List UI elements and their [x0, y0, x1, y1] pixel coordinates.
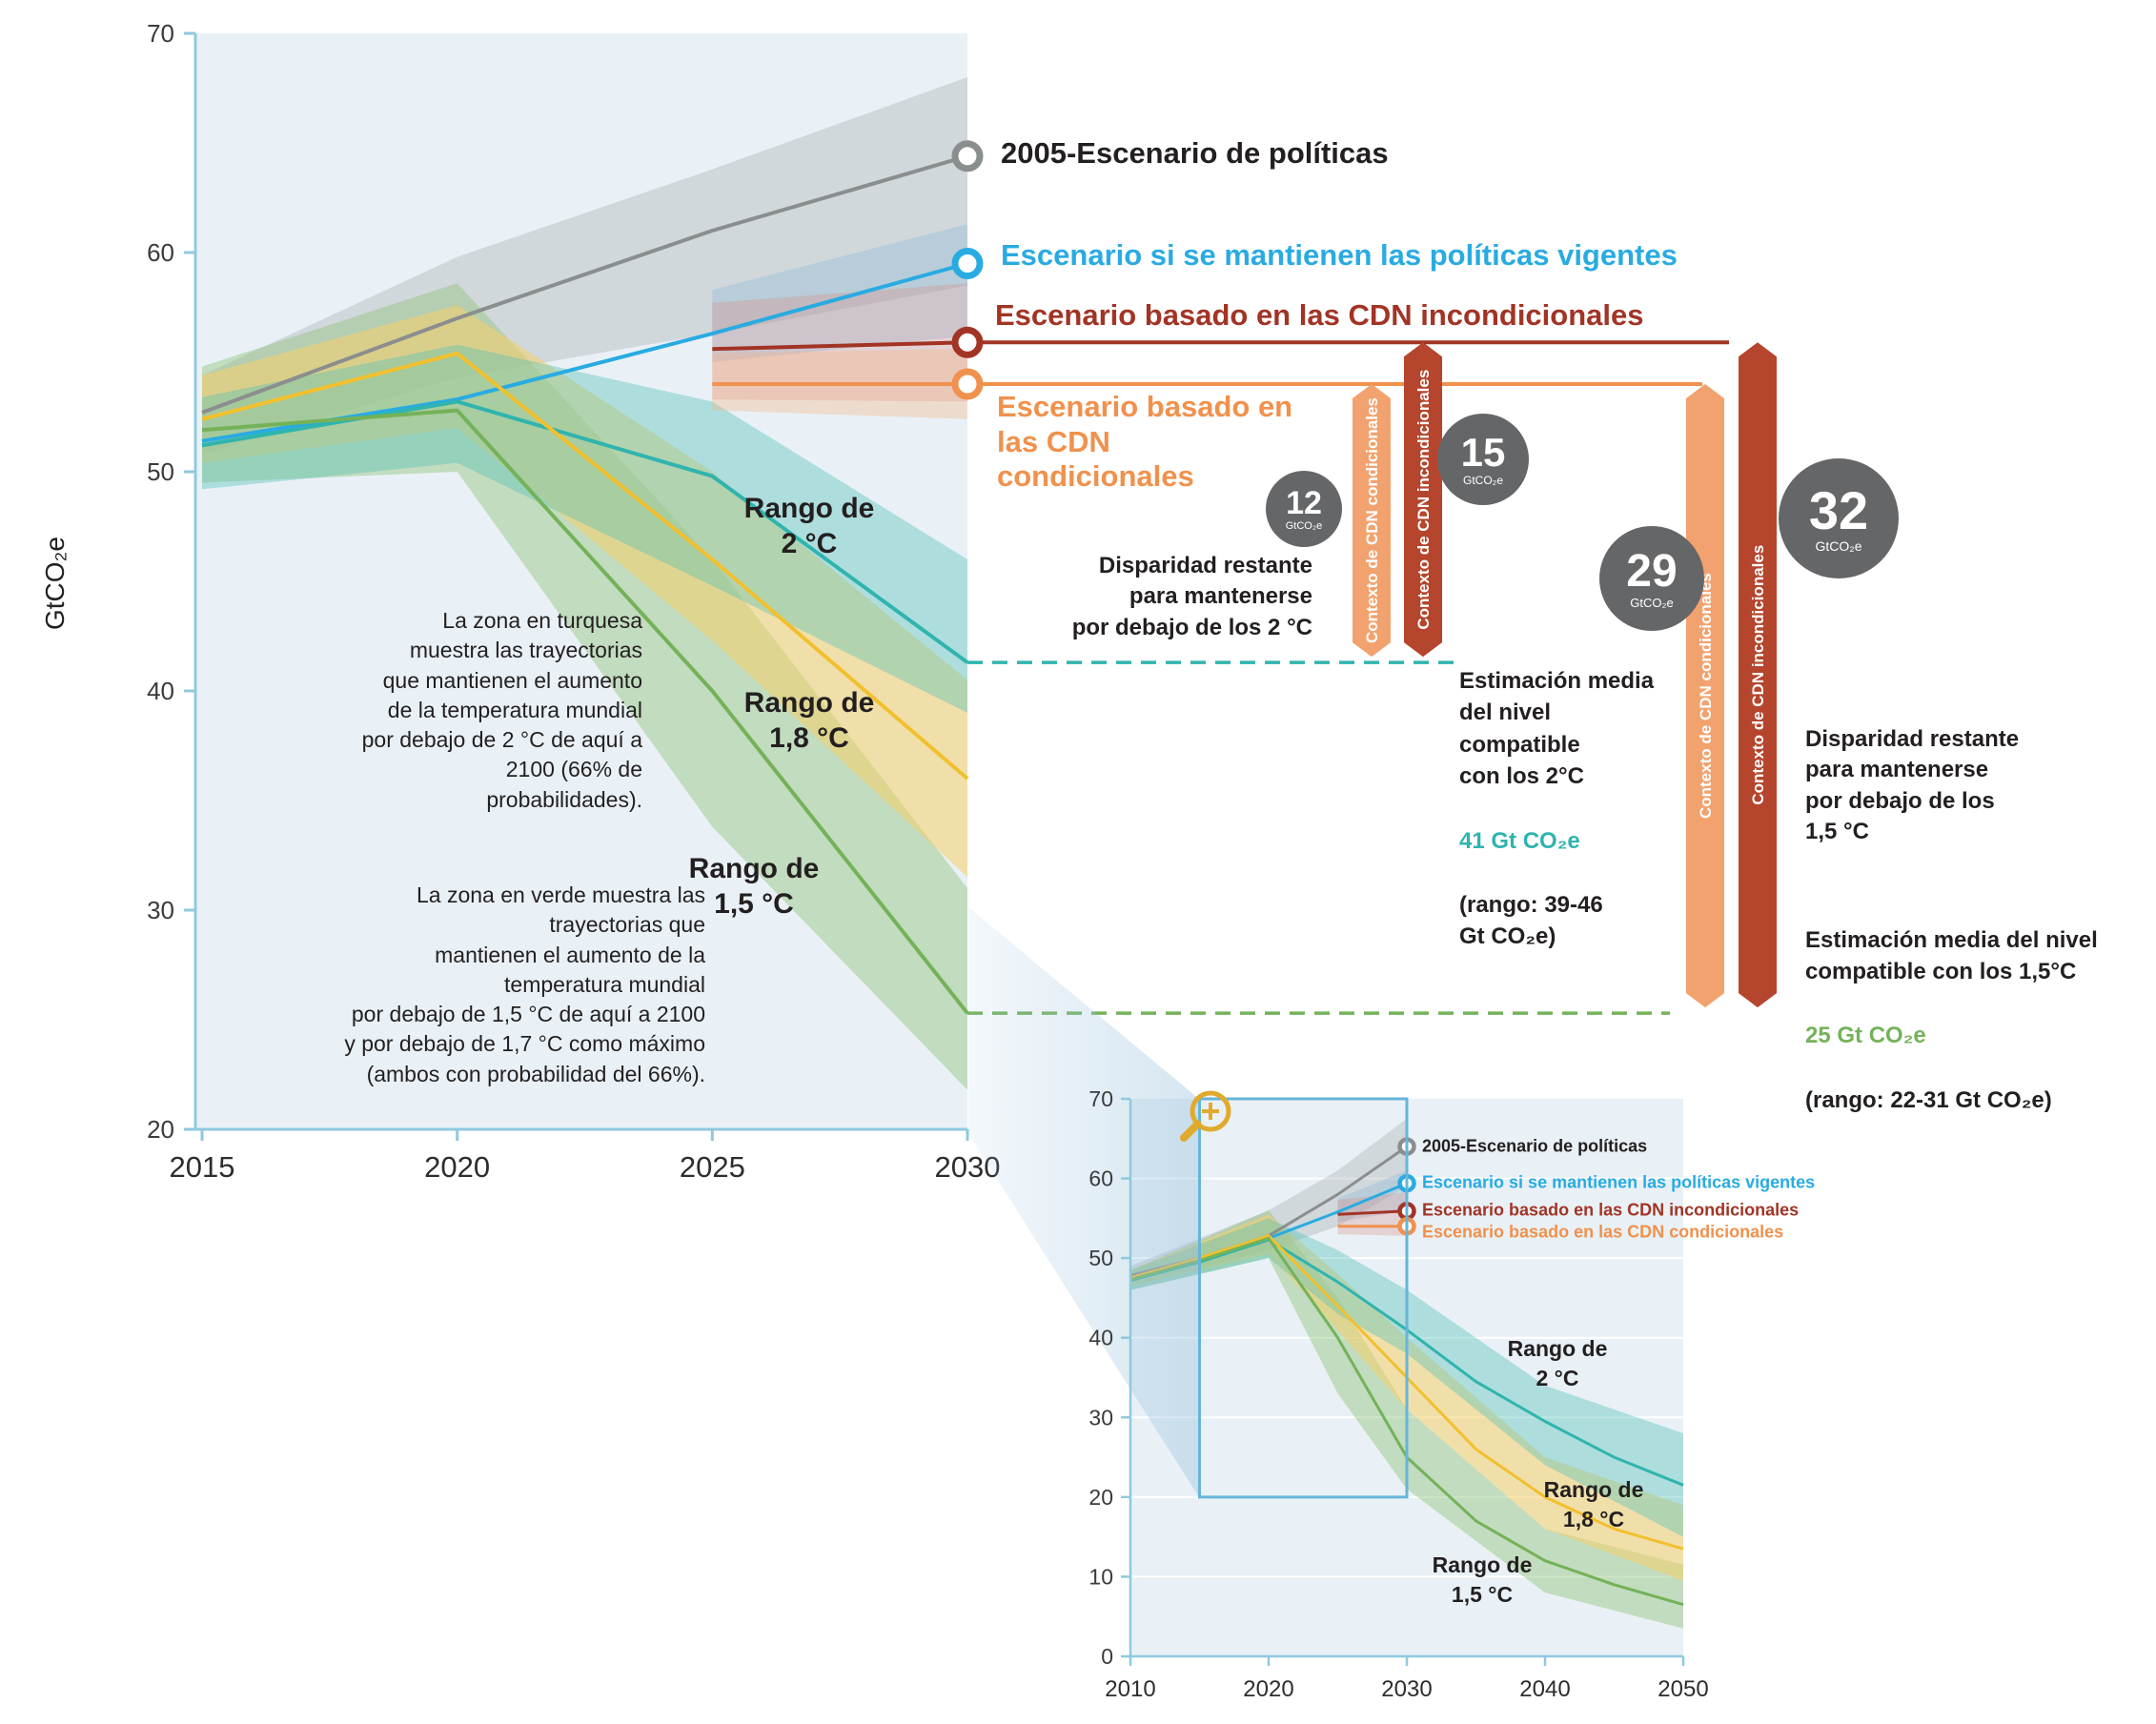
gap-bar	[1404, 342, 1442, 658]
inset-legend-ndc-conditional: Escenario basado en las CDN condicionale…	[1422, 1222, 1784, 1242]
estimate-2c-text: Estimación media del nivel compatible co…	[1459, 667, 1655, 790]
y-axis-title: GtCO₂e	[40, 537, 70, 630]
legend-ndc-unconditional: Escenario basado en las CDN incondiciona…	[995, 298, 1644, 332]
x-tick-label: 2015	[170, 1150, 235, 1184]
band-blue_band	[712, 224, 967, 362]
band-red_band	[712, 283, 967, 402]
estimate-2c-value: 41 Gt CO₂e	[1459, 827, 1580, 854]
estimate-2c-range: (rango: 39-46 Gt CO₂e)	[1459, 891, 1603, 950]
gap-label-2c: Disparidad restante para mantenerse por …	[1071, 553, 1312, 640]
gap-circle-15-value: 15	[1460, 430, 1506, 475]
estimate-15c: Estimación media del nivel compatible co…	[1805, 892, 2148, 1148]
zoom-beam	[968, 907, 1199, 1497]
inset-y-tick-label: 30	[1088, 1405, 1113, 1430]
range-label-2c: Rango de 2 °C	[743, 493, 875, 559]
gap-circle-15-unit: GtCO₂e	[1463, 474, 1503, 487]
band-teal_band	[1130, 1218, 1683, 1537]
gap-bar-label: Contexto de CDN condicionales	[1363, 397, 1381, 643]
end-marker	[951, 248, 984, 279]
y-tick-label: 50	[147, 457, 174, 486]
end-marker	[951, 368, 984, 400]
note-green-band: La zona en verde muestra las trayectoria…	[344, 882, 705, 1086]
inset-y-tick-label: 40	[1088, 1326, 1113, 1350]
inset-y-tick-label: 20	[1088, 1485, 1113, 1510]
legend-2005-policies: 2005-Escenario de políticas	[1001, 136, 1389, 170]
inset-x-tick-label: 2010	[1105, 1676, 1155, 1702]
legend-ndc-conditional: Escenario basado en las CDN condicionale…	[997, 390, 1293, 494]
main-bands	[202, 77, 967, 1090]
end-marker	[951, 140, 984, 172]
inset-legend-ndc-unconditional: Escenario basado en las CDN incondiciona…	[1422, 1200, 1800, 1220]
main-markers	[951, 140, 984, 400]
inset-legend-current-policies: Escenario si se mantienen las políticas …	[1422, 1172, 1816, 1192]
gap-circle-12: 12 GtCO₂e	[1266, 471, 1342, 547]
series-green_line	[201, 408, 969, 1015]
gap-circle-12-unit: GtCO₂e	[1285, 519, 1323, 532]
gap-label-15c: Disparidad restante para mantenerse por …	[1805, 726, 2020, 845]
gap-circle-32-value: 32	[1808, 480, 1869, 540]
series-yellow_line	[201, 351, 969, 781]
y-tick-label: 60	[147, 238, 174, 267]
gap-bar	[1353, 384, 1391, 658]
inset-x-tick-label: 2020	[1243, 1676, 1293, 1702]
series-teal_line	[201, 399, 969, 664]
gap-circle-32: 32 GtCO₂e	[1779, 458, 1899, 578]
y-tick-label: 70	[147, 19, 174, 48]
gap-bar	[1739, 342, 1777, 1008]
gap-bar	[1686, 384, 1724, 1008]
gap-bar-label: Contexto de CDN incondicionales	[1749, 545, 1767, 805]
magnifier-icon	[1180, 1090, 1231, 1142]
legend-current-policies: Escenario si se mantienen las políticas …	[1001, 238, 1678, 272]
note-turquoise-band: La zona en turquesa muestra las trayecto…	[361, 608, 642, 812]
y-tick-label: 30	[147, 896, 174, 924]
band-green_band	[202, 283, 967, 1090]
zoom-rect	[1198, 1097, 1409, 1499]
x-tick-label: 2020	[424, 1150, 490, 1184]
y-tick-label: 40	[147, 677, 174, 705]
gap-circle-29-value: 29	[1626, 545, 1678, 597]
gap-circle-32-unit: GtCO₂e	[1815, 538, 1862, 554]
estimate-15c-value: 25 Gt CO₂e	[1805, 1023, 1926, 1049]
gap-circle-29-unit: GtCO₂e	[1630, 595, 1674, 610]
inset-range-label-15c: Rango de 1,5 °C	[1432, 1552, 1533, 1608]
inset-y-tick-label: 50	[1088, 1246, 1113, 1270]
target-levels	[967, 660, 1670, 1015]
estimate-2c: Estimación media del nivel compatible co…	[1459, 633, 1745, 985]
inset-x-tick-label: 2050	[1658, 1676, 1708, 1702]
inset-range-label-2c: Rango de 2 °C	[1507, 1336, 1608, 1391]
inset-y-tick-label: 60	[1088, 1166, 1113, 1191]
inset-legend-2005-policies: 2005-Escenario de políticas	[1422, 1136, 1648, 1156]
y-tick-label: 20	[147, 1115, 174, 1144]
inset-y-tick-label: 10	[1088, 1564, 1113, 1589]
range-label-15c: Rango de 1,5 °C	[688, 853, 820, 920]
inset-y-tick-label: 70	[1088, 1086, 1113, 1111]
gap-circle-15: 15 GtCO₂e	[1437, 414, 1529, 505]
inset-x-tick-label: 2040	[1519, 1676, 1570, 1702]
end-marker	[951, 326, 984, 358]
band-yellow_band	[202, 305, 967, 878]
gap-bar-label: Contexto de CDN condicionales	[1697, 573, 1715, 819]
series-red_line	[1337, 1209, 1408, 1216]
series-gray_line	[201, 153, 968, 415]
gap-bars: Contexto de CDN condicionales Contexto de…	[1353, 342, 1777, 1008]
gap-circle-29: 29 GtCO₂e	[1599, 526, 1704, 631]
gap-circle-12-value: 12	[1286, 484, 1322, 521]
inset-x-tick-label: 2030	[1381, 1676, 1432, 1702]
estimate-15c-range: (rango: 22-31 Gt CO₂e)	[1805, 1086, 2052, 1113]
band-teal_band	[202, 344, 967, 713]
inset-range-label-18c: Rango de 1,8 °C	[1543, 1477, 1644, 1532]
range-label-18c: Rango de 1,8 °C	[743, 687, 875, 754]
x-tick-label: 2025	[680, 1150, 745, 1184]
gap-bar-label: Contexto de CDN incondicionales	[1414, 370, 1433, 630]
inset-y-tick-label: 0	[1101, 1644, 1113, 1669]
estimate-15c-text: Estimación media del nivel compatible co…	[1805, 926, 2098, 985]
